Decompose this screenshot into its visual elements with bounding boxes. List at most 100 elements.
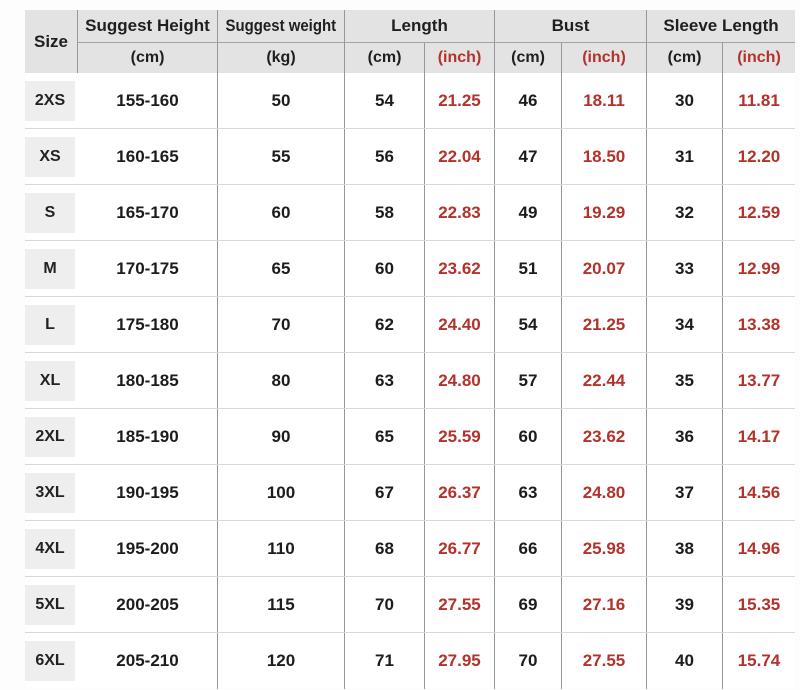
length-inch-cell: 27.95	[425, 633, 495, 689]
height-cell: 190-195	[78, 465, 218, 520]
unit-sleeve-cm: (cm)	[647, 43, 723, 73]
header-bust: Bust	[495, 10, 647, 43]
length-inch-cell: 26.37	[425, 465, 495, 520]
table-header: Size Suggest Height Suggest weight Lengt…	[25, 10, 795, 73]
length-inch-cell: 27.55	[425, 577, 495, 632]
sleeve-cm-cell: 35	[647, 353, 723, 408]
bust-cm-cell: 60	[495, 409, 562, 464]
table-row: 3XL 190-195 100 67 26.37 63 24.80 37 14.…	[25, 465, 795, 521]
length-cm-cell: 63	[345, 353, 425, 408]
height-cell: 170-175	[78, 241, 218, 296]
bust-cm-cell: 47	[495, 129, 562, 184]
bust-cm-cell: 49	[495, 185, 562, 240]
weight-cell: 120	[218, 633, 345, 689]
bust-inch-cell: 19.29	[562, 185, 647, 240]
height-cell: 155-160	[78, 73, 218, 128]
weight-cell: 50	[218, 73, 345, 128]
header-suggest-height: Suggest Height	[78, 10, 218, 43]
height-cell: 160-165	[78, 129, 218, 184]
size-cell: 4XL	[25, 521, 78, 576]
height-cell: 200-205	[78, 577, 218, 632]
weight-cell: 80	[218, 353, 345, 408]
sleeve-cm-cell: 31	[647, 129, 723, 184]
size-badge: L	[25, 304, 75, 345]
length-cm-cell: 58	[345, 185, 425, 240]
length-cm-cell: 54	[345, 73, 425, 128]
length-inch-cell: 22.83	[425, 185, 495, 240]
size-badge: 6XL	[25, 641, 75, 681]
sleeve-inch-cell: 15.35	[737, 594, 781, 614]
sleeve-cm-cell: 38	[647, 521, 723, 576]
size-badge: 3XL	[25, 472, 75, 513]
size-cell: 5XL	[25, 577, 78, 632]
length-inch-cell: 23.62	[425, 241, 495, 296]
sleeve-inch-cell: 13.38	[737, 314, 781, 334]
height-cell: 180-185	[78, 353, 218, 408]
table-row: M 170-175 65 60 23.62 51 20.07 33 12.99	[25, 241, 795, 297]
table-row: XS 160-165 55 56 22.04 47 18.50 31 12.20	[25, 129, 795, 185]
bust-cm-cell: 63	[495, 465, 562, 520]
unit-height-cm: (cm)	[78, 43, 218, 73]
sleeve-cm-cell: 33	[647, 241, 723, 296]
length-cm-cell: 60	[345, 241, 425, 296]
length-inch-cell: 22.04	[425, 129, 495, 184]
size-badge: XL	[25, 360, 75, 401]
bust-inch-cell: 24.80	[562, 465, 647, 520]
table-body: 2XS 155-160 50 54 21.25 46 18.11 30 11.8…	[25, 73, 795, 689]
bust-inch-cell: 18.50	[562, 129, 647, 184]
size-cell: 3XL	[25, 465, 78, 520]
header-sleeve-length: Sleeve Length	[647, 10, 795, 43]
table-row: L 175-180 70 62 24.40 54 21.25 34 13.38	[25, 297, 795, 353]
header-suggest-weight: Suggest weight	[218, 10, 345, 43]
table-row: 2XS 155-160 50 54 21.25 46 18.11 30 11.8…	[25, 73, 795, 129]
table-row: 6XL 205-210 120 71 27.95 70 27.55 40 15.…	[25, 633, 795, 689]
bust-cm-cell: 46	[495, 73, 562, 128]
bust-cm-cell: 57	[495, 353, 562, 408]
sleeve-cm-cell: 30	[647, 73, 723, 128]
size-badge: 2XS	[25, 80, 75, 121]
header-size: Size	[25, 10, 78, 73]
weight-cell: 65	[218, 241, 345, 296]
sleeve-cm-cell: 40	[647, 633, 723, 689]
size-cell: 2XS	[25, 73, 78, 128]
height-cell: 195-200	[78, 521, 218, 576]
length-inch-cell: 26.77	[425, 521, 495, 576]
height-cell: 175-180	[78, 297, 218, 352]
sleeve-inch-cell: 11.81	[738, 90, 780, 110]
sleeve-inch-cell: 14.17	[737, 426, 781, 446]
unit-sleeve-inch: (inch)	[737, 49, 781, 66]
table-row: 2XL 185-190 90 65 25.59 60 23.62 36 14.1…	[25, 409, 795, 465]
size-badge: XS	[25, 136, 75, 177]
sleeve-cm-cell: 39	[647, 577, 723, 632]
size-cell: 6XL	[25, 633, 78, 689]
length-inch-cell: 21.25	[425, 73, 495, 128]
unit-weight-kg: (kg)	[218, 43, 345, 73]
size-cell: XS	[25, 129, 78, 184]
size-chart-table: Size Suggest Height Suggest weight Lengt…	[25, 10, 795, 689]
bust-cm-cell: 69	[495, 577, 562, 632]
weight-cell: 90	[218, 409, 345, 464]
unit-length-cm: (cm)	[345, 43, 425, 73]
weight-cell: 55	[218, 129, 345, 184]
size-badge: S	[25, 192, 75, 233]
length-inch-cell: 24.80	[425, 353, 495, 408]
bust-inch-cell: 23.62	[562, 409, 647, 464]
sleeve-cm-cell: 36	[647, 409, 723, 464]
size-badge: 5XL	[25, 584, 75, 625]
size-cell: L	[25, 297, 78, 352]
length-cm-cell: 56	[345, 129, 425, 184]
sleeve-inch-cell: 13.77	[737, 370, 781, 390]
unit-length-inch: (inch)	[425, 43, 495, 73]
table-row: 4XL 195-200 110 68 26.77 66 25.98 38 14.…	[25, 521, 795, 577]
weight-cell: 100	[218, 465, 345, 520]
bust-inch-cell: 27.55	[562, 633, 647, 689]
sleeve-inch-cell: 12.59	[737, 202, 781, 222]
size-badge: M	[25, 248, 75, 289]
height-cell: 205-210	[78, 633, 218, 689]
size-cell: S	[25, 185, 78, 240]
bust-inch-cell: 22.44	[562, 353, 647, 408]
height-cell: 165-170	[78, 185, 218, 240]
unit-bust-cm: (cm)	[495, 43, 562, 73]
weight-cell: 115	[218, 577, 345, 632]
